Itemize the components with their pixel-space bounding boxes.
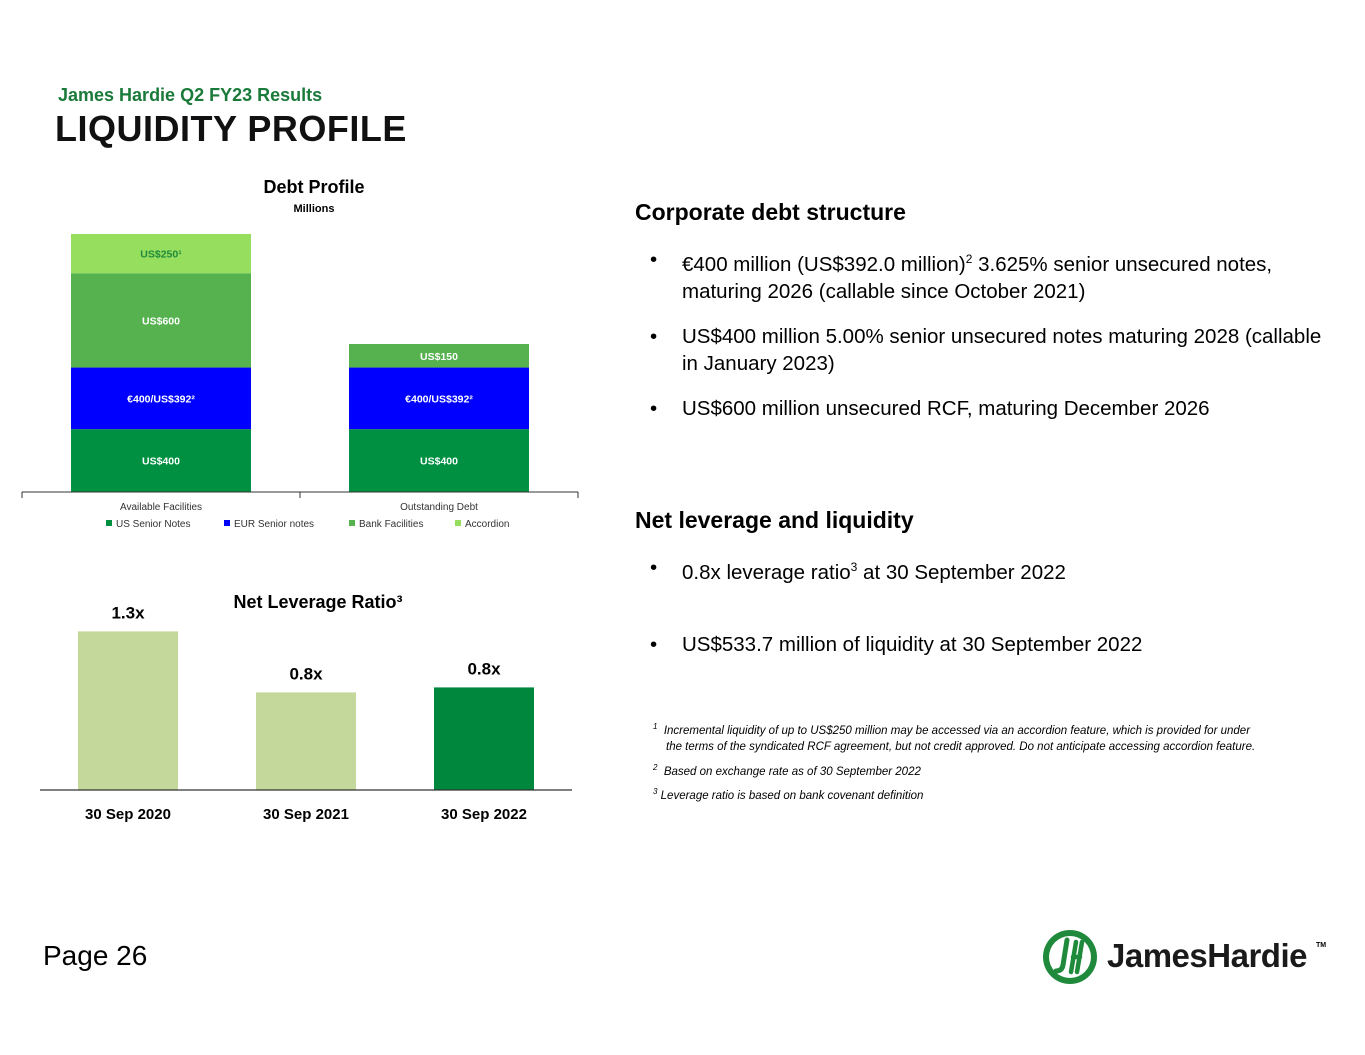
debt-legend-label-3: Accordion [465, 519, 509, 530]
corporate-bullet-2: US$400 million 5.00% senior unsecured no… [650, 323, 1330, 377]
leverage-bar-0 [78, 631, 178, 790]
debt-bar-label-1-1: €400/US$392² [405, 393, 473, 405]
debt-legend-swatch-2 [349, 520, 355, 526]
debt-profile-chart: US$400 €400/US$392² US$600 US$250¹ Available… [21, 234, 579, 530]
leverage-bar-2 [434, 687, 534, 790]
debt-bar-label-0-3: US$250¹ [140, 249, 182, 261]
debt-bar-label-0-0: US$400 [142, 456, 180, 468]
footnote-3: 3 Leverage ratio is based on bank covena… [653, 787, 924, 802]
page-number: Page 26 [43, 940, 148, 971]
leverage-heading: Net leverage and liquidity [635, 507, 914, 533]
debt-bar-0-2 [71, 273, 251, 368]
page-title: LIQUIDITY PROFILE [55, 108, 407, 149]
debt-bar-label-1-2: US$150 [420, 351, 458, 363]
leverage-value-label-2: 0.8x [467, 659, 501, 678]
debt-category-label-0: Available Facilities [120, 502, 202, 513]
debt-bar-label-1-0: US$400 [420, 456, 458, 468]
debt-legend-label-0: US Senior Notes [116, 519, 190, 530]
debt-bar-1-2 [349, 343, 529, 368]
leverage-list: 0.8x leverage ratio3 at 30 September 202… [650, 554, 1330, 658]
debt-category-label-1: Outstanding Debt [400, 502, 478, 513]
debt-bar-0-1 [71, 367, 251, 430]
debt-bar-1-1 [349, 367, 529, 430]
corporate-bullet-3: US$600 million unsecured RCF, maturing D… [650, 395, 1330, 422]
debt-bar-0-3 [71, 234, 251, 274]
corporate-bullet-1: €400 million (US$392.0 million)2 3.625% … [650, 246, 1330, 305]
net-leverage-chart: 1.3x 30 Sep 2020 0.8x 30 Sep 2021 0.8x 30 Sep… [40, 603, 572, 823]
leverage-bullet-1: 0.8x leverage ratio3 at 30 September 202… [650, 554, 1330, 586]
debt-legend-swatch-3 [455, 520, 461, 526]
debt-legend-swatch-1 [224, 520, 230, 526]
debt-bar-0-0 [71, 429, 251, 492]
corporate-heading: Corporate debt structure [635, 199, 906, 225]
james-hardie-logo-text: JamesHardie [1107, 937, 1307, 974]
leverage-bar-1 [256, 692, 356, 790]
footnote-2: 2 Based on exchange rate as of 30 Septem… [653, 763, 921, 778]
debt-legend-swatch-0 [106, 520, 112, 526]
debt-bar-label-0-1: €400/US$392² [127, 393, 195, 405]
debt-legend-label-2: Bank Facilities [359, 519, 423, 530]
leverage-category-label-1: 30 Sep 2021 [263, 806, 349, 823]
leverage-value-label-1: 0.8x [289, 664, 323, 683]
footnote-1: 1 Incremental liquidity of up to US$250 … [653, 722, 1256, 753]
debt-chart-title: Debt Profile [263, 177, 365, 197]
leverage-category-label-2: 30 Sep 2022 [441, 806, 527, 823]
corporate-list: €400 million (US$392.0 million)2 3.625% … [650, 246, 1330, 422]
debt-bar-1-0 [349, 429, 529, 492]
logo-trademark: TM [1316, 942, 1327, 949]
debt-chart-subtitle: Millions [293, 203, 335, 215]
leverage-category-label-0: 30 Sep 2020 [85, 806, 171, 823]
leverage-chart-title: Net Leverage Ratio³ [233, 592, 403, 612]
leverage-value-label-0: 1.3x [111, 603, 145, 622]
debt-legend-label-1: EUR Senior notes [234, 519, 314, 530]
deck-subtitle: James Hardie Q2 FY23 Results [58, 85, 323, 105]
debt-bar-label-0-2: US$600 [142, 315, 180, 327]
leverage-bullet-2: US$533.7 million of liquidity at 30 Sept… [650, 631, 1330, 658]
james-hardie-logo-mark [1043, 930, 1097, 984]
